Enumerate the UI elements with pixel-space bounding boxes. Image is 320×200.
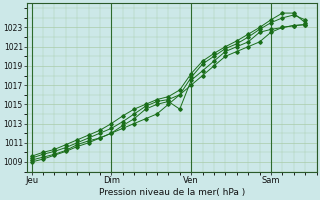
X-axis label: Pression niveau de la mer( hPa ): Pression niveau de la mer( hPa ) — [99, 188, 245, 197]
